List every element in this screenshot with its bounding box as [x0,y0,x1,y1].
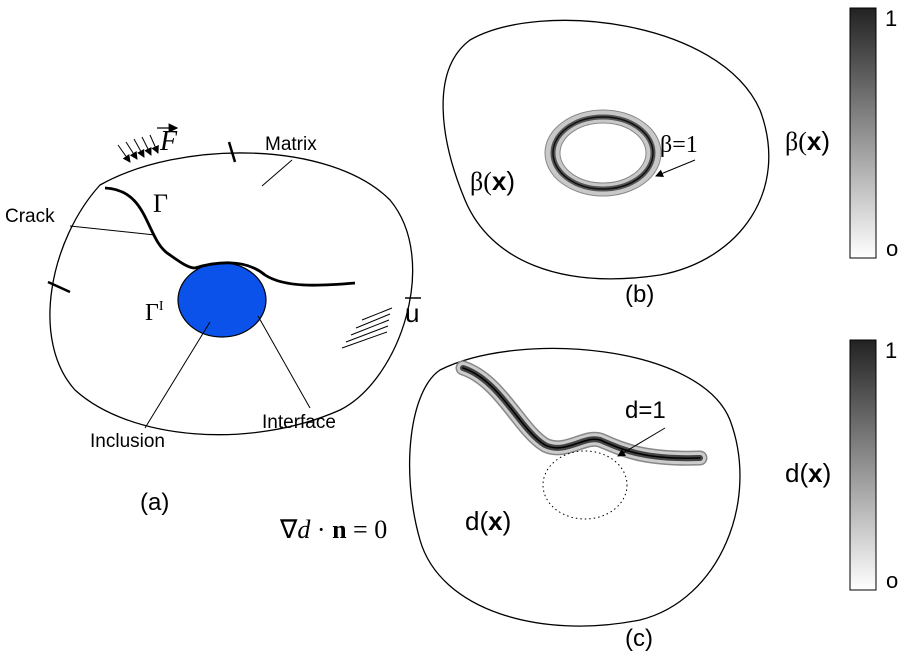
boundary-condition: ∇d · n = 0 [279,515,387,544]
gamma-i-label: ΓI [145,299,164,326]
arrow [617,427,666,457]
domain [408,347,741,627]
interface-line [552,116,654,190]
displacement-hatch [341,307,393,349]
colorbar-label: β(x) [785,126,830,156]
leader [69,225,156,236]
caption: (b) [625,281,654,308]
field-label: β(x) [470,166,515,196]
gamma-label: Γ [153,189,168,218]
inclusion-outline [542,450,628,520]
sup: I [159,299,164,314]
panel-a: F Matrix Crack Γ ΓI u Inclusion Interfac… [5,123,421,516]
interface-label: Interface [262,412,336,433]
domain [442,19,770,280]
close: ) [503,506,512,536]
caption: (c) [625,625,653,652]
band-label: β=1 [660,132,698,158]
name: d( [465,506,488,536]
close: ) [506,166,515,196]
boundary-tick [227,141,237,163]
gamma: Γ [145,300,159,326]
var: x [492,166,507,196]
interior [559,122,647,184]
colorbar [849,7,877,259]
leader [261,159,293,187]
colorbar-max: 1 [885,338,897,363]
close: ) [823,458,832,488]
dot: · [310,515,332,544]
nabla: ∇ [279,515,298,544]
inclusion-label: Inclusion [90,431,165,452]
colorbar-max: 1 [885,6,897,31]
caption: (a) [140,489,169,516]
colorbar-min: o [886,568,898,593]
force-label: F [159,126,178,157]
var: x [808,458,823,488]
matrix-domain [49,152,414,436]
name: β( [470,167,492,196]
colorbar-min: o [886,236,898,261]
panel-b: β(x) β=1 (b) 1 o β(x) [442,6,898,308]
panel-c: d=1 d(x) ∇d · n = 0 (c) 1 o d(x) [279,338,898,652]
inclusion [177,262,267,338]
name: d( [785,458,808,488]
matrix-label: Matrix [265,134,317,155]
n: n [332,515,347,544]
leader [257,315,311,409]
crack-label: Crack [5,206,55,227]
name: β( [785,127,807,156]
leader [144,321,211,429]
arrow [655,159,696,178]
close: ) [821,126,830,156]
displacement-label: u [405,298,419,328]
crack [104,186,356,287]
var: x [807,126,822,156]
colorbar [849,339,877,591]
crack-band [455,360,708,466]
rest: = 0 [347,515,388,544]
force-arrows [117,134,159,163]
d: d [297,515,311,544]
var: x [488,506,503,536]
field-label: d(x) [465,506,511,536]
boundary-tick [47,280,71,294]
band-label: d=1 [625,397,666,424]
colorbar-label: d(x) [785,458,831,488]
